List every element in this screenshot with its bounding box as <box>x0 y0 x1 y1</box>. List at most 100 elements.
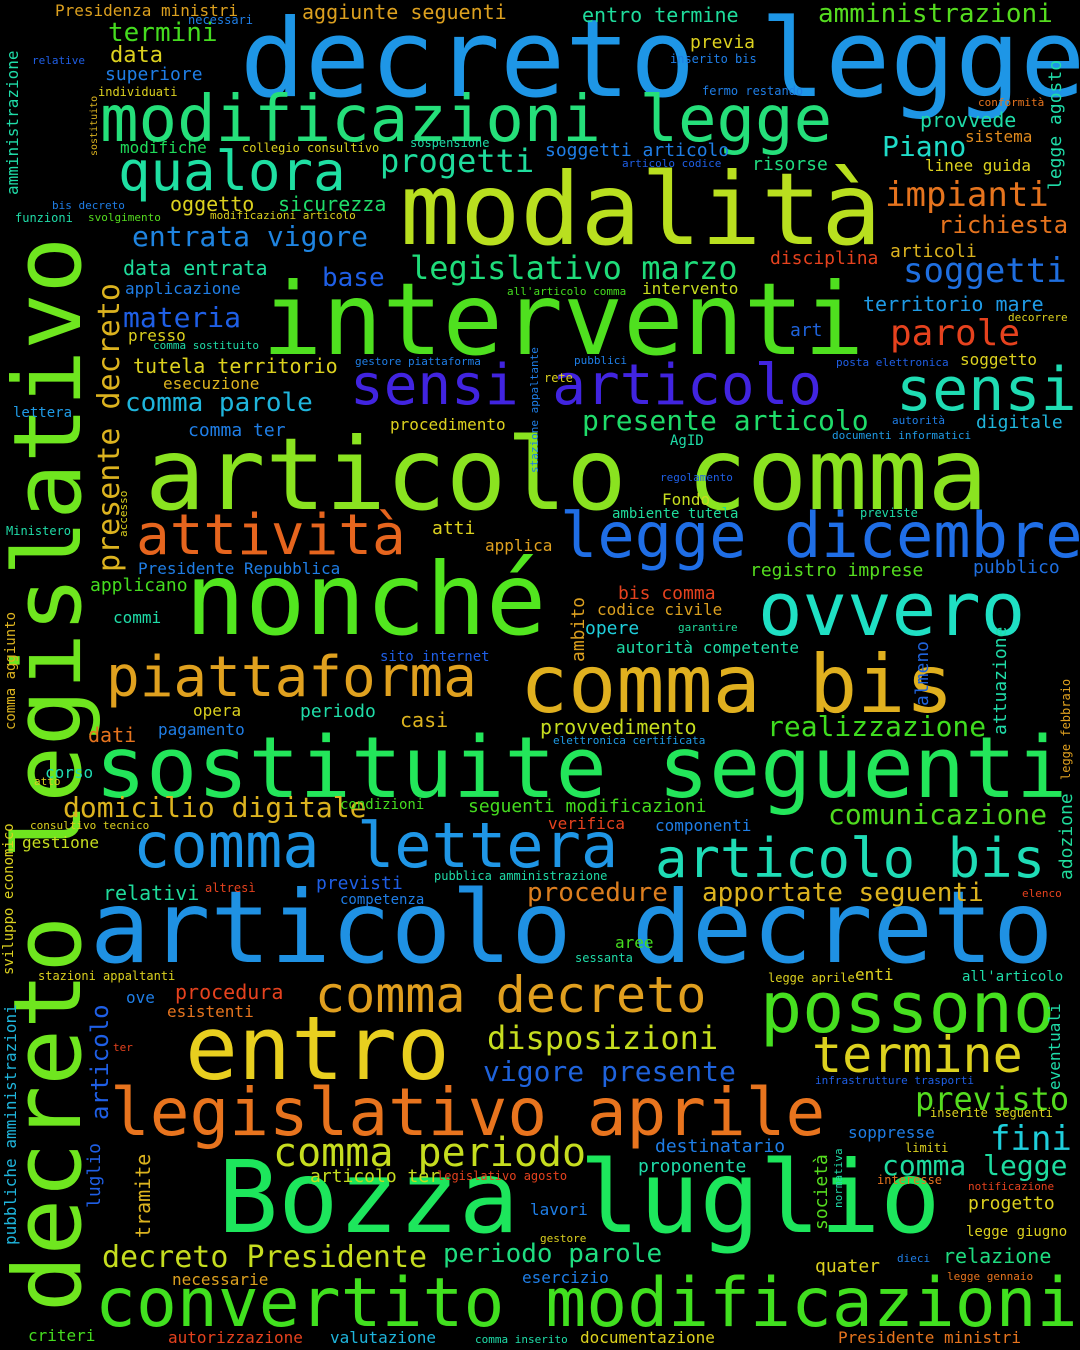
word: applica <box>485 536 553 555</box>
word: opere <box>585 618 640 639</box>
word: fermo restando <box>702 84 804 98</box>
word: esistenti <box>167 1002 254 1021</box>
word: comma sostituito <box>153 339 259 352</box>
word: parole <box>890 313 1021 354</box>
word: Piano <box>882 130 967 163</box>
word: comma ter <box>188 420 286 441</box>
word: competenza <box>340 892 425 908</box>
word: qualora <box>118 140 346 203</box>
word: quater <box>815 1256 881 1277</box>
word: sensi <box>896 355 1077 425</box>
word: amministrazione <box>3 50 22 196</box>
word: garantire <box>678 621 738 634</box>
word: provvedimento <box>540 715 697 739</box>
word: verifica <box>548 814 626 833</box>
word: rete <box>544 371 573 385</box>
word: tramite <box>131 1153 155 1238</box>
word: soggetti articolo <box>545 140 730 161</box>
word: disciplina <box>770 248 879 269</box>
word: conformità <box>978 96 1045 109</box>
word: periodo <box>300 701 376 722</box>
word: decorrere <box>1008 311 1068 324</box>
word: stazione appaltante <box>528 347 541 473</box>
word: posta elettronica <box>836 356 949 369</box>
word: soggetti <box>903 251 1067 291</box>
word: valutazione <box>330 1328 436 1347</box>
word: comunicazione <box>828 798 1048 831</box>
word: comma periodo <box>273 1130 587 1176</box>
word: AgID <box>670 433 704 449</box>
word: soggetto <box>960 350 1038 369</box>
word: notificazione <box>968 1180 1055 1193</box>
word: gestore piattaforma <box>355 355 481 368</box>
word: procedimento <box>390 415 506 434</box>
word: superiore <box>105 64 203 85</box>
word: applicano <box>90 575 188 596</box>
word: presso <box>128 326 186 345</box>
word: modificazioni articolo <box>210 209 356 222</box>
word: pubbliche amministrazioni <box>1 1004 20 1245</box>
word: tutela territorio <box>133 354 338 378</box>
word: attuazione <box>990 626 1011 735</box>
word: sviluppo economico <box>1 823 17 975</box>
word: opera <box>193 701 242 720</box>
word: intervento <box>642 279 739 298</box>
word: atti <box>432 518 476 539</box>
word: collegio consultivo <box>242 141 380 155</box>
word: termini <box>108 18 218 48</box>
word: linee guida <box>925 156 1031 175</box>
word: seguenti modificazioni <box>468 796 707 817</box>
word: richiesta <box>938 211 1069 239</box>
word: legislativo aprile <box>110 1074 826 1151</box>
word: svolgimento <box>88 211 161 224</box>
word: art <box>790 320 823 341</box>
word: previa <box>690 32 756 53</box>
word: altresì <box>205 881 256 895</box>
word: all'articolo comma <box>507 285 627 298</box>
word: soppresse <box>848 1123 935 1142</box>
word: ove <box>126 988 155 1007</box>
word: all'articolo <box>962 969 1064 985</box>
word: lavori <box>530 1200 588 1219</box>
word: realizzazione <box>767 710 987 743</box>
word: legge agosto <box>1045 59 1066 190</box>
word: bis comma <box>618 583 716 604</box>
word: presente articolo <box>582 404 869 437</box>
word: modalità <box>400 151 882 268</box>
word: comma bis <box>520 638 954 731</box>
word: legge dicembre <box>560 499 1080 572</box>
word: articolo ter <box>310 1166 441 1187</box>
word: articoli <box>890 241 977 262</box>
word: ambiente tutela <box>612 506 739 522</box>
word: comma lettera <box>133 809 619 882</box>
word: articolo comma <box>145 416 988 533</box>
word: sistema <box>965 127 1033 146</box>
word: comma aggiunto <box>3 611 19 730</box>
word: decreto Presidente <box>102 1240 428 1275</box>
word: autorizzazione <box>168 1328 303 1347</box>
word: fini <box>990 1119 1072 1159</box>
word: gestore <box>540 1232 587 1245</box>
word: comma decreto <box>315 966 707 1024</box>
word: previste <box>860 506 918 520</box>
word: destinatario <box>655 1136 786 1157</box>
word: necessarie <box>172 1270 269 1289</box>
word: disposizioni <box>487 1019 719 1057</box>
word: relative <box>32 54 85 67</box>
word: accesso <box>117 490 130 537</box>
word: gestione <box>22 833 100 852</box>
word: territorio mare <box>863 292 1044 316</box>
word: legge aprile <box>768 971 855 985</box>
word: termine <box>812 1026 1023 1084</box>
word: nonché <box>185 541 547 658</box>
word: enti <box>855 965 894 984</box>
word: sicurezza <box>278 192 387 216</box>
word: necessari <box>188 13 254 27</box>
word: inserito bis <box>670 52 757 66</box>
word: regolamento <box>660 471 733 484</box>
word: comma inserito <box>475 1333 568 1346</box>
word: articolo codice <box>622 157 722 170</box>
word: legge febbraio <box>1059 678 1073 780</box>
word: apportate seguenti <box>702 878 984 908</box>
